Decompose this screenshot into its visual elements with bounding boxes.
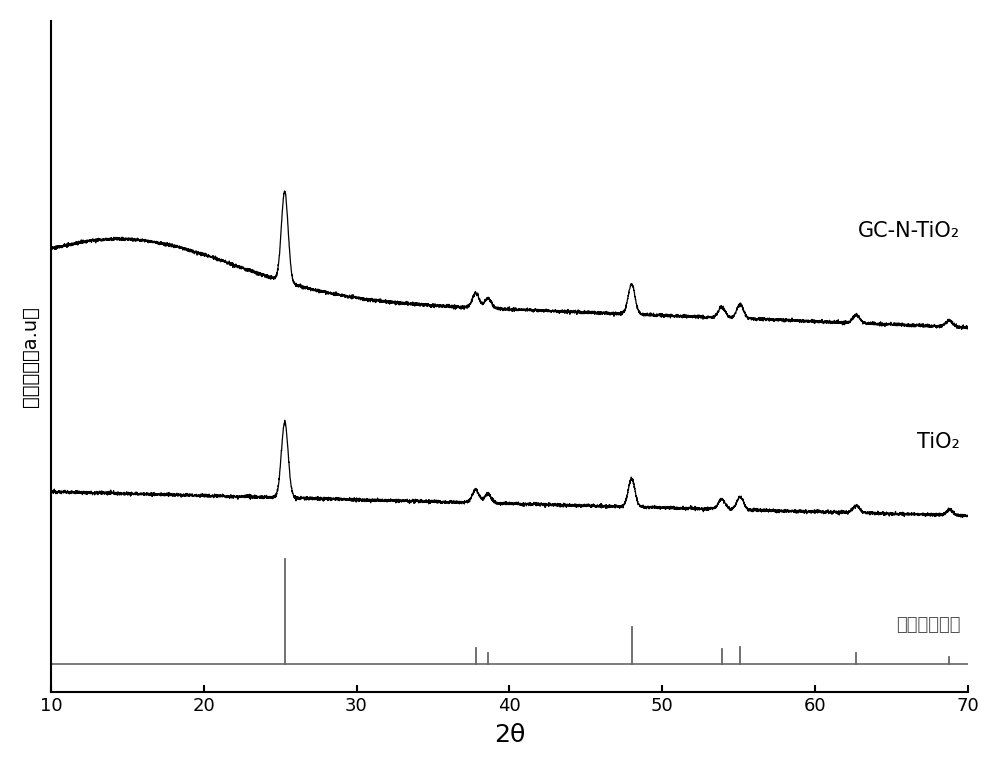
Text: 锐钓矿模拟峰: 锐钓矿模拟峰 [896,616,960,634]
Text: TiO₂: TiO₂ [917,432,960,452]
Text: GC-N-TiO₂: GC-N-TiO₂ [858,221,960,241]
X-axis label: 2θ: 2θ [494,723,525,747]
Y-axis label: 信号强度（a.u）: 信号强度（a.u） [21,306,40,407]
